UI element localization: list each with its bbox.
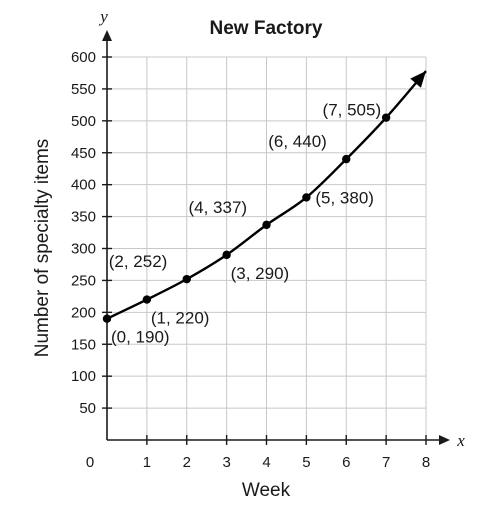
point-label: (0, 190) <box>111 328 170 347</box>
data-point <box>142 295 152 304</box>
curve-arrow-icon <box>410 71 426 88</box>
x-axis-letter: x <box>456 431 465 450</box>
y-tick-label: 150 <box>71 336 96 353</box>
y-axis-arrow-icon <box>102 30 112 41</box>
point-label: (6, 440) <box>268 132 327 151</box>
x-axis-title: Week <box>242 480 291 501</box>
x-tick-label: 6 <box>342 454 350 471</box>
chart-title: New Factory <box>210 18 323 39</box>
point-label: (4, 337) <box>189 198 248 217</box>
x-tick-label: 7 <box>382 454 390 471</box>
y-axis-title: Number of specialty items <box>32 139 53 358</box>
y-tick-label: 50 <box>79 400 96 417</box>
x-tick-label: 4 <box>262 454 270 471</box>
y-axis-letter: y <box>98 7 108 26</box>
y-tick-label: 550 <box>71 81 96 98</box>
data-point <box>262 220 271 230</box>
y-tick-label: 300 <box>71 241 96 258</box>
y-tick-label: 500 <box>71 113 96 130</box>
y-tick-label: 600 <box>71 49 96 66</box>
data-point <box>381 113 391 122</box>
y-tick-label: 100 <box>71 368 96 385</box>
point-label: (2, 252) <box>109 252 168 271</box>
x-tick-label: 8 <box>422 454 430 471</box>
label-layer: (0, 190)(1, 220) (2, 252) (3, 290) (4, 337)… <box>109 101 381 347</box>
tick-layer: 0 1 2 3 4 5 6 7 8 50 100 150 200 250 300 350 400 450 500 55… <box>71 49 430 471</box>
y-tick-label: 400 <box>71 177 96 194</box>
data-point <box>342 154 351 164</box>
axis-layer <box>102 30 450 445</box>
x-axis-arrow-icon <box>439 435 450 445</box>
x-tick-label: 5 <box>302 454 310 471</box>
y-tick-label: 450 <box>71 145 96 162</box>
data-point <box>102 314 112 323</box>
y-tick-label: 200 <box>71 304 96 321</box>
data-point <box>302 193 311 202</box>
data-point <box>182 274 191 284</box>
point-layer <box>102 113 391 323</box>
x-tick-label: 3 <box>222 454 230 471</box>
y-tick-label: 350 <box>71 209 96 226</box>
point-label: (5, 380) <box>315 188 374 207</box>
point-label: (1, 220) <box>151 309 210 328</box>
x-tick-label: 2 <box>183 454 191 471</box>
point-label: (7, 505) <box>323 101 382 120</box>
grid-layer <box>107 56 427 440</box>
data-point <box>222 250 231 260</box>
x-tick-label: 1 <box>143 454 151 471</box>
point-label: (3, 290) <box>231 264 290 283</box>
y-tick-label: 250 <box>71 272 96 289</box>
x-tick-label: 0 <box>86 454 94 471</box>
